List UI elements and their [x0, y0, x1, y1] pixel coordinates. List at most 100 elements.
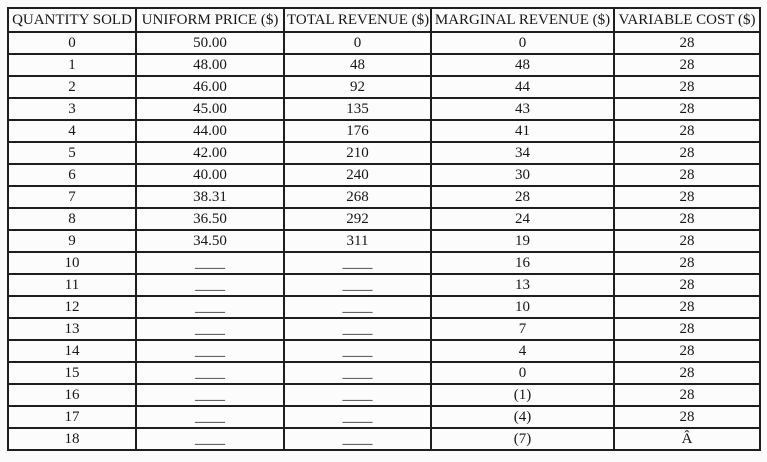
cell-marginal-revenue: 48: [430, 53, 615, 77]
cell-uniform-price: 46.00: [135, 75, 285, 99]
cell-marginal-revenue: 0: [430, 361, 615, 385]
cell-total-revenue: 292: [283, 207, 432, 231]
column-header-marginal-revenue: MARGINAL REVENUE ($): [430, 7, 615, 33]
cell-uniform-price: ____: [135, 339, 285, 363]
cell-uniform-price: ____: [135, 383, 285, 407]
cell-quantity-sold: 14: [7, 339, 137, 363]
table-row: 8 36.50 292 24 28: [7, 207, 761, 231]
cell-marginal-revenue: 41: [430, 119, 615, 143]
cell-quantity-sold: 18: [7, 427, 137, 451]
cell-marginal-revenue: 4: [430, 339, 615, 363]
cell-marginal-revenue: 43: [430, 97, 615, 121]
cell-quantity-sold: 11: [7, 273, 137, 297]
cell-variable-cost: 28: [613, 405, 761, 429]
cell-variable-cost: Â: [613, 427, 761, 451]
cell-variable-cost: 28: [613, 273, 761, 297]
cell-quantity-sold: 9: [7, 229, 137, 253]
cell-marginal-revenue: 0: [430, 31, 615, 55]
cell-quantity-sold: 5: [7, 141, 137, 165]
cell-uniform-price: ____: [135, 251, 285, 275]
cell-variable-cost: 28: [613, 75, 761, 99]
cell-variable-cost: 28: [613, 383, 761, 407]
cell-uniform-price: 45.00: [135, 97, 285, 121]
table-row: 1 48.00 48 48 28: [7, 53, 761, 77]
table-row: 13 ____ ____ 7 28: [7, 317, 761, 341]
cell-uniform-price: 38.31: [135, 185, 285, 209]
table-row: 7 38.31 268 28 28: [7, 185, 761, 209]
cell-variable-cost: 28: [613, 141, 761, 165]
cell-total-revenue: 48: [283, 53, 432, 77]
cell-total-revenue: 210: [283, 141, 432, 165]
cell-marginal-revenue: (7): [430, 427, 615, 451]
cell-total-revenue: 268: [283, 185, 432, 209]
table-row: 0 50.00 0 0 28: [7, 31, 761, 55]
cell-quantity-sold: 0: [7, 31, 137, 55]
cell-variable-cost: 28: [613, 317, 761, 341]
cell-total-revenue: ____: [283, 405, 432, 429]
uniform-pricing-revenue-table: QUANTITY SOLD UNIFORM PRICE ($) TOTAL RE…: [7, 7, 761, 451]
cell-marginal-revenue: 24: [430, 207, 615, 231]
cell-marginal-revenue: 28: [430, 185, 615, 209]
cell-variable-cost: 28: [613, 251, 761, 275]
cell-quantity-sold: 4: [7, 119, 137, 143]
table-row: 9 34.50 311 19 28: [7, 229, 761, 253]
table-row: 17 ____ ____ (4) 28: [7, 405, 761, 429]
table-row: 2 46.00 92 44 28: [7, 75, 761, 99]
table-row: 18 ____ ____ (7) Â: [7, 427, 761, 451]
cell-total-revenue: ____: [283, 295, 432, 319]
cell-quantity-sold: 15: [7, 361, 137, 385]
cell-quantity-sold: 17: [7, 405, 137, 429]
column-header-total-revenue: TOTAL REVENUE ($): [283, 7, 432, 33]
cell-quantity-sold: 1: [7, 53, 137, 77]
cell-total-revenue: ____: [283, 427, 432, 451]
cell-marginal-revenue: (1): [430, 383, 615, 407]
cell-uniform-price: ____: [135, 295, 285, 319]
cell-marginal-revenue: 7: [430, 317, 615, 341]
cell-total-revenue: 311: [283, 229, 432, 253]
cell-quantity-sold: 3: [7, 97, 137, 121]
cell-quantity-sold: 7: [7, 185, 137, 209]
cell-total-revenue: 176: [283, 119, 432, 143]
cell-marginal-revenue: 30: [430, 163, 615, 187]
cell-total-revenue: ____: [283, 273, 432, 297]
cell-variable-cost: 28: [613, 229, 761, 253]
table-row: 16 ____ ____ (1) 28: [7, 383, 761, 407]
cell-variable-cost: 28: [613, 163, 761, 187]
table-row: 3 45.00 135 43 28: [7, 97, 761, 121]
cell-marginal-revenue: (4): [430, 405, 615, 429]
cell-uniform-price: ____: [135, 317, 285, 341]
table-row: 5 42.00 210 34 28: [7, 141, 761, 165]
table-row: 12 ____ ____ 10 28: [7, 295, 761, 319]
cell-uniform-price: 40.00: [135, 163, 285, 187]
cell-marginal-revenue: 10: [430, 295, 615, 319]
cell-total-revenue: 240: [283, 163, 432, 187]
cell-marginal-revenue: 16: [430, 251, 615, 275]
cell-total-revenue: ____: [283, 383, 432, 407]
cell-total-revenue: ____: [283, 339, 432, 363]
cell-variable-cost: 28: [613, 53, 761, 77]
column-header-variable-cost: VARIABLE COST ($): [613, 7, 761, 33]
cell-total-revenue: ____: [283, 317, 432, 341]
table-row: 15 ____ ____ 0 28: [7, 361, 761, 385]
cell-variable-cost: 28: [613, 207, 761, 231]
cell-quantity-sold: 8: [7, 207, 137, 231]
cell-variable-cost: 28: [613, 339, 761, 363]
cell-uniform-price: ____: [135, 273, 285, 297]
cell-quantity-sold: 12: [7, 295, 137, 319]
cell-uniform-price: ____: [135, 427, 285, 451]
cell-variable-cost: 28: [613, 185, 761, 209]
table-row: 14 ____ ____ 4 28: [7, 339, 761, 363]
table-row: 10 ____ ____ 16 28: [7, 251, 761, 275]
cell-quantity-sold: 6: [7, 163, 137, 187]
cell-total-revenue: 135: [283, 97, 432, 121]
cell-marginal-revenue: 19: [430, 229, 615, 253]
table-row: 11 ____ ____ 13 28: [7, 273, 761, 297]
cell-marginal-revenue: 13: [430, 273, 615, 297]
cell-uniform-price: 50.00: [135, 31, 285, 55]
cell-variable-cost: 28: [613, 119, 761, 143]
column-header-quantity-sold: QUANTITY SOLD: [7, 7, 137, 33]
cell-total-revenue: 0: [283, 31, 432, 55]
cell-variable-cost: 28: [613, 97, 761, 121]
cell-quantity-sold: 13: [7, 317, 137, 341]
cell-quantity-sold: 16: [7, 383, 137, 407]
